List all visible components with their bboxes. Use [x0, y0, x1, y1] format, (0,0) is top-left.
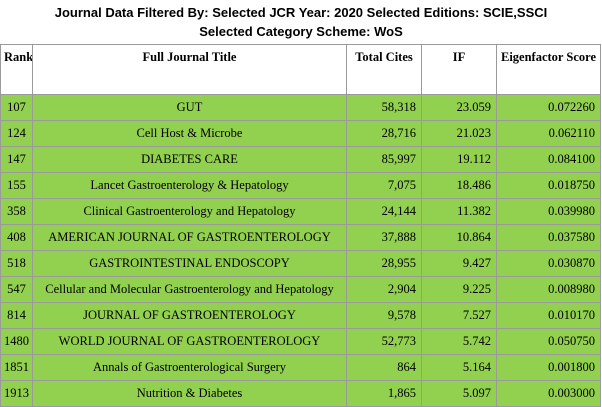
table-row: 147 DIABETES CARE 85,997 19.112 0.084100 [0, 146, 601, 173]
category-scheme-title: Selected Category Scheme: WoS [199, 24, 403, 39]
cell-rank: 518 [0, 250, 33, 277]
cell-impact-factor: 10.864 [421, 224, 497, 251]
cell-impact-factor: 9.225 [421, 276, 497, 303]
cell-title: Clinical Gastroenterology and Hepatology [32, 198, 347, 225]
cell-title: GASTROINTESTINAL ENDOSCOPY [32, 250, 347, 277]
cell-impact-factor: 9.427 [421, 250, 497, 277]
table-row: 547 Cellular and Molecular Gastroenterol… [0, 276, 601, 303]
column-header-rank[interactable]: Rank [0, 44, 33, 95]
cell-rank: 107 [0, 94, 33, 121]
table-row: 1480 WORLD JOURNAL OF GASTROENTEROLOGY 5… [0, 328, 601, 355]
filter-title: Journal Data Filtered By: Selected JCR Y… [54, 5, 548, 20]
cell-eigenfactor: 0.050750 [496, 328, 601, 355]
cell-eigenfactor: 0.072260 [496, 94, 601, 121]
table-row: 124 Cell Host & Microbe 28,716 21.023 0.… [0, 120, 601, 147]
journal-table-container: Rank Full Journal Title Total Cites IF E… [0, 44, 602, 407]
table-row: 1851 Annals of Gastroenterological Surge… [0, 354, 601, 381]
cell-eigenfactor: 0.062110 [496, 120, 601, 147]
column-header-impact-factor[interactable]: IF [421, 44, 497, 95]
cell-total-cites: 2,904 [346, 276, 422, 303]
cell-rank: 1913 [0, 380, 33, 407]
cell-total-cites: 24,144 [346, 198, 422, 225]
cell-title: Cellular and Molecular Gastroenterology … [32, 276, 347, 303]
cell-total-cites: 58,318 [346, 94, 422, 121]
cell-total-cites: 37,888 [346, 224, 422, 251]
cell-rank: 1851 [0, 354, 33, 381]
cell-eigenfactor: 0.010170 [496, 302, 601, 329]
cell-impact-factor: 5.742 [421, 328, 497, 355]
cell-eigenfactor: 0.030870 [496, 250, 601, 277]
column-header-total-cites[interactable]: Total Cites [346, 44, 422, 95]
cell-eigenfactor: 0.003000 [496, 380, 601, 407]
table-row: 518 GASTROINTESTINAL ENDOSCOPY 28,955 9.… [0, 250, 601, 277]
cell-impact-factor: 18.486 [421, 172, 497, 199]
cell-title: Lancet Gastroenterology & Hepatology [32, 172, 347, 199]
table-header-row: Rank Full Journal Title Total Cites IF E… [0, 44, 601, 95]
cell-eigenfactor: 0.039980 [496, 198, 601, 225]
table-row: 408 AMERICAN JOURNAL OF GASTROENTEROLOGY… [0, 224, 601, 251]
table-row: 358 Clinical Gastroenterology and Hepato… [0, 198, 601, 225]
cell-total-cites: 864 [346, 354, 422, 381]
cell-eigenfactor: 0.018750 [496, 172, 601, 199]
cell-title: Annals of Gastroenterological Surgery [32, 354, 347, 381]
cell-rank: 147 [0, 146, 33, 173]
column-header-title[interactable]: Full Journal Title [32, 44, 347, 95]
table-row: 814 JOURNAL OF GASTROENTEROLOGY 9,578 7.… [0, 302, 601, 329]
column-header-eigenfactor[interactable]: Eigenfactor Score [496, 44, 601, 95]
cell-total-cites: 1,865 [346, 380, 422, 407]
cell-impact-factor: 5.097 [421, 380, 497, 407]
cell-title: JOURNAL OF GASTROENTEROLOGY [32, 302, 347, 329]
cell-total-cites: 28,716 [346, 120, 422, 147]
cell-rank: 358 [0, 198, 33, 225]
cell-total-cites: 28,955 [346, 250, 422, 277]
cell-title: WORLD JOURNAL OF GASTROENTEROLOGY [32, 328, 347, 355]
report-header: Journal Data Filtered By: Selected JCR Y… [0, 0, 602, 44]
cell-title: DIABETES CARE [32, 146, 347, 173]
cell-title: Nutrition & Diabetes [32, 380, 347, 407]
table-body: 107 GUT 58,318 23.059 0.072260 124 Cell … [0, 94, 601, 407]
cell-rank: 124 [0, 120, 33, 147]
cell-total-cites: 9,578 [346, 302, 422, 329]
table-row: 107 GUT 58,318 23.059 0.072260 [0, 94, 601, 121]
cell-eigenfactor: 0.008980 [496, 276, 601, 303]
cell-eigenfactor: 0.084100 [496, 146, 601, 173]
cell-title: AMERICAN JOURNAL OF GASTROENTEROLOGY [32, 224, 347, 251]
cell-eigenfactor: 0.037580 [496, 224, 601, 251]
cell-rank: 155 [0, 172, 33, 199]
cell-impact-factor: 23.059 [421, 94, 497, 121]
cell-total-cites: 7,075 [346, 172, 422, 199]
cell-impact-factor: 11.382 [421, 198, 497, 225]
cell-rank: 1480 [0, 328, 33, 355]
cell-impact-factor: 7.527 [421, 302, 497, 329]
cell-title: Cell Host & Microbe [32, 120, 347, 147]
cell-title: GUT [32, 94, 347, 121]
journal-table: Rank Full Journal Title Total Cites IF E… [0, 44, 601, 407]
cell-rank: 547 [0, 276, 33, 303]
cell-eigenfactor: 0.001800 [496, 354, 601, 381]
cell-rank: 814 [0, 302, 33, 329]
table-row: 1913 Nutrition & Diabetes 1,865 5.097 0.… [0, 380, 601, 407]
cell-impact-factor: 21.023 [421, 120, 497, 147]
cell-impact-factor: 5.164 [421, 354, 497, 381]
cell-impact-factor: 19.112 [421, 146, 497, 173]
cell-rank: 408 [0, 224, 33, 251]
cell-total-cites: 85,997 [346, 146, 422, 173]
table-row: 155 Lancet Gastroenterology & Hepatology… [0, 172, 601, 199]
cell-total-cites: 52,773 [346, 328, 422, 355]
